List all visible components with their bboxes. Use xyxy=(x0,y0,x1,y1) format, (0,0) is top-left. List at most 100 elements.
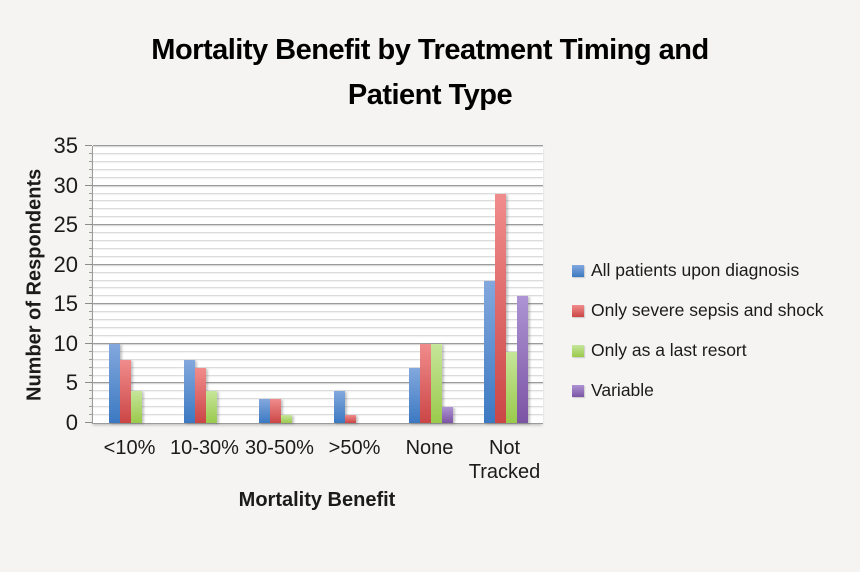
bar xyxy=(441,407,453,423)
y-tick xyxy=(89,255,92,257)
y-tick xyxy=(85,382,92,384)
y-tick xyxy=(89,311,92,313)
y-tick-label: 20 xyxy=(53,251,78,277)
bar xyxy=(494,193,506,423)
gridline xyxy=(93,366,543,368)
chart-title-line2: Patient Type xyxy=(347,79,513,111)
legend-item: Only severe sepsis and shock xyxy=(572,301,823,320)
y-axis: 0 5 10 15 20 25 30 35 xyxy=(36,133,92,435)
y-tick-label: 25 xyxy=(53,212,78,238)
x-category-label: 30-50% xyxy=(245,437,314,459)
gridline xyxy=(93,216,543,218)
legend-swatch xyxy=(572,344,584,357)
legend-swatch xyxy=(572,264,584,277)
gridline xyxy=(93,390,543,392)
gridline xyxy=(93,327,543,329)
y-tick xyxy=(89,168,92,170)
legend-item: All patients upon diagnosis xyxy=(572,261,823,280)
gridline xyxy=(93,145,543,146)
gridline xyxy=(93,358,543,360)
gridline xyxy=(93,303,543,305)
bar xyxy=(130,391,142,423)
gridline xyxy=(93,192,543,194)
y-tick xyxy=(89,350,92,352)
gridline xyxy=(93,382,543,384)
y-tick xyxy=(89,358,92,360)
y-tick xyxy=(89,176,92,178)
legend-swatch xyxy=(572,384,584,397)
x-category-label: >50% xyxy=(328,437,381,459)
y-tick xyxy=(89,414,92,416)
legend-label: All patients upon diagnosis xyxy=(591,260,800,280)
legend: All patients upon diagnosis Only severe s… xyxy=(572,261,823,400)
bar xyxy=(269,399,281,423)
y-tick xyxy=(89,327,92,329)
y-tick-label: 10 xyxy=(53,330,78,356)
legend-item: Only as a last resort xyxy=(572,341,823,360)
bar xyxy=(258,399,270,423)
bar xyxy=(205,391,217,423)
gridline xyxy=(93,168,543,170)
x-category-label: <10% xyxy=(103,437,156,459)
y-tick xyxy=(85,303,92,305)
x-axis-labels: <10% 10-30% 30-50% >50% None Not Tracked xyxy=(92,436,542,484)
y-tick-label: 5 xyxy=(65,370,78,396)
y-tick xyxy=(89,374,92,376)
bar xyxy=(108,343,120,423)
chart-title: Mortality Benefit by Treatment Timing an… xyxy=(0,28,860,118)
bar xyxy=(280,415,292,423)
x-axis-title: Mortality Benefit xyxy=(238,489,396,511)
y-tick xyxy=(89,232,92,234)
bar xyxy=(408,367,420,423)
legend-label: Only severe sepsis and shock xyxy=(591,300,824,320)
gridline xyxy=(93,311,543,313)
y-tick xyxy=(89,152,92,154)
y-tick xyxy=(89,319,92,321)
gridline xyxy=(93,239,543,241)
plot-area xyxy=(92,145,543,424)
y-tick xyxy=(89,406,92,408)
gridline xyxy=(93,184,543,186)
legend-label: Variable xyxy=(591,380,654,400)
y-tick-label: 35 xyxy=(53,133,78,158)
bar xyxy=(419,343,431,423)
bar xyxy=(194,367,206,423)
y-tick-label: 0 xyxy=(65,410,78,435)
bar xyxy=(516,296,528,423)
legend-swatch xyxy=(572,304,584,317)
y-tick xyxy=(85,263,92,265)
y-tick xyxy=(89,398,92,400)
y-tick-label: 30 xyxy=(53,172,78,198)
legend-item: Variable xyxy=(572,381,823,400)
y-tick xyxy=(85,184,92,186)
y-tick xyxy=(89,295,92,297)
gridline xyxy=(93,374,543,376)
x-category-label: 10-30% xyxy=(170,437,239,459)
gridline xyxy=(93,334,543,336)
y-tick-label: 15 xyxy=(53,291,78,317)
gridline xyxy=(93,414,543,416)
gridline xyxy=(93,263,543,265)
gridline xyxy=(93,152,543,154)
y-tick xyxy=(89,192,92,194)
y-tick xyxy=(89,334,92,336)
y-tick xyxy=(89,247,92,249)
y-tick xyxy=(89,279,92,281)
y-tick xyxy=(89,200,92,202)
y-tick xyxy=(89,366,92,368)
gridline xyxy=(93,350,543,352)
y-tick xyxy=(89,287,92,289)
y-tick xyxy=(85,145,92,146)
gridline xyxy=(93,398,543,400)
bar xyxy=(483,280,495,423)
y-tick xyxy=(89,208,92,210)
chart-title-line1: Mortality Benefit by Treatment Timing an… xyxy=(151,34,709,66)
y-tick xyxy=(85,422,92,423)
y-tick xyxy=(89,271,92,273)
gridline xyxy=(93,247,543,249)
bar xyxy=(344,415,356,423)
y-tick xyxy=(85,224,92,226)
y-tick xyxy=(85,342,92,344)
bar xyxy=(119,359,131,423)
